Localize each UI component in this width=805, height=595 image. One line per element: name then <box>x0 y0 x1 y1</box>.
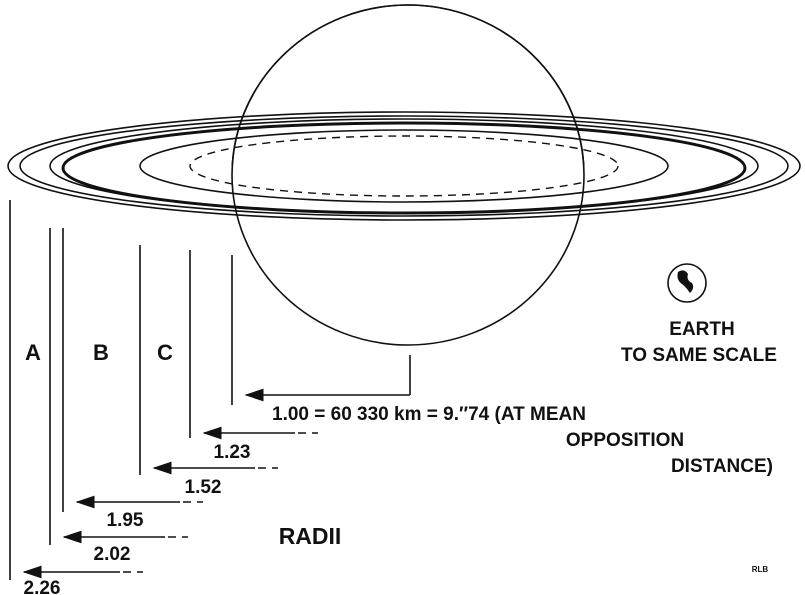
radius-label: 1.23 <box>214 442 251 463</box>
radius-label: 1.00 = 60 330 km = 9.″74 (AT MEAN <box>272 404 586 425</box>
radius-lines <box>9 200 411 580</box>
signature: RLB <box>752 565 769 574</box>
earth-label: TO SAME SCALE <box>621 345 777 366</box>
saturn <box>7 4 801 346</box>
radius-label: 2.26 <box>24 578 61 595</box>
ring-label: A <box>25 340 41 365</box>
ring-label: C <box>157 340 173 365</box>
earth-label: EARTH <box>669 319 734 340</box>
note: OPPOSITION <box>566 430 684 451</box>
earth-icon <box>667 263 707 303</box>
radii-title: RADII <box>279 523 342 549</box>
note: DISTANCE) <box>671 456 773 477</box>
ring-label: B <box>93 340 109 365</box>
radius-label: 1.95 <box>107 510 144 531</box>
radius-label: 2.02 <box>94 544 131 565</box>
radius-label: 1.52 <box>185 477 222 498</box>
